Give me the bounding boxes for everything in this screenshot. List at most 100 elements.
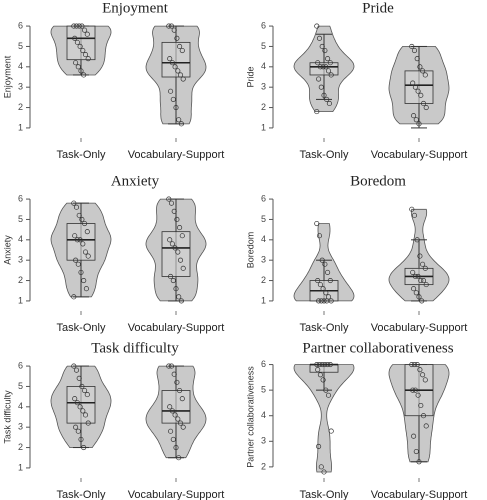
data-point <box>318 84 324 90</box>
y-tick-label: 2 <box>18 442 23 452</box>
data-point <box>168 363 175 369</box>
data-point <box>84 392 90 398</box>
data-point <box>411 362 418 368</box>
data-point <box>420 372 426 378</box>
data-point <box>327 278 333 284</box>
data-point <box>319 257 325 263</box>
data-point <box>315 60 321 66</box>
data-point <box>78 436 84 442</box>
data-point <box>79 23 85 29</box>
data-point <box>171 371 177 377</box>
data-point <box>418 402 424 409</box>
y-tick-label: 1 <box>18 462 23 472</box>
data-point <box>173 105 179 111</box>
data-point <box>316 233 323 239</box>
data-point <box>411 47 418 54</box>
data-point <box>177 420 184 426</box>
data-point <box>315 367 321 373</box>
data-point <box>71 363 77 369</box>
y-tick-label: 6 <box>261 20 266 30</box>
data-point <box>173 445 179 451</box>
data-point <box>77 404 83 410</box>
data-point <box>420 278 427 284</box>
data-point <box>416 294 422 300</box>
data-point <box>177 257 184 263</box>
data-point <box>322 362 328 368</box>
data-point <box>316 35 323 41</box>
data-point <box>414 362 420 368</box>
data-point <box>178 121 184 127</box>
y-tick-label: 5 <box>261 214 266 224</box>
data-point <box>317 372 323 378</box>
x-tick-label: Vocabulary-Support <box>128 149 225 161</box>
data-point <box>411 113 417 119</box>
y-tick-label: 5 <box>261 41 266 51</box>
data-point <box>414 56 420 62</box>
data-point <box>179 47 185 54</box>
data-point <box>314 220 320 227</box>
data-point <box>84 229 90 235</box>
data-point <box>75 64 81 70</box>
data-point <box>77 43 83 49</box>
data-point <box>82 387 88 394</box>
y-tick-label: 1 <box>18 295 23 305</box>
data-point <box>174 35 180 41</box>
data-point <box>179 396 185 402</box>
y-tick-label: 6 <box>18 20 23 30</box>
data-point <box>78 269 84 275</box>
box <box>66 25 96 61</box>
y-axis-label: Boredom <box>245 232 255 269</box>
x-tick-label: Vocabulary-Support <box>128 489 225 500</box>
data-point <box>316 443 322 449</box>
data-point <box>423 282 429 288</box>
data-point <box>167 404 173 410</box>
data-point <box>175 68 181 74</box>
y-tick-label: 6 <box>261 359 266 369</box>
data-point <box>81 278 87 284</box>
y-tick-label: 3 <box>18 422 23 432</box>
data-point <box>167 56 173 62</box>
data-point <box>420 100 427 107</box>
data-point <box>167 237 173 243</box>
data-point <box>174 216 180 222</box>
data-point <box>319 43 325 49</box>
data-point <box>314 362 320 368</box>
data-point <box>324 298 330 304</box>
x-tick-label: Vocabulary-Support <box>128 322 225 334</box>
data-point <box>170 96 176 102</box>
data-point <box>420 261 426 267</box>
data-point <box>410 80 416 86</box>
data-point <box>175 249 181 255</box>
data-point <box>423 105 429 111</box>
data-point <box>171 27 177 33</box>
data-point <box>72 396 78 402</box>
data-point <box>168 88 174 94</box>
x-tick-label: Task-Only <box>57 322 106 334</box>
data-point <box>321 469 327 475</box>
data-point <box>176 455 182 461</box>
data-point <box>316 298 322 304</box>
box <box>161 231 191 277</box>
data-point <box>317 64 323 70</box>
data-point <box>80 47 86 54</box>
y-axis-label: Enjoyment <box>2 55 12 98</box>
data-point <box>73 60 79 66</box>
data-point <box>72 35 78 41</box>
data-point <box>422 72 428 78</box>
y-tick-label: 4 <box>261 234 266 244</box>
data-point <box>169 408 175 414</box>
y-axis-label: Partner collaborativeness <box>245 366 255 468</box>
y-tick-label: 3 <box>18 82 23 92</box>
data-point <box>180 76 186 82</box>
y-tick-label: 3 <box>261 255 266 265</box>
y-tick-label: 5 <box>18 214 23 224</box>
data-point <box>71 294 77 300</box>
data-point <box>322 47 328 54</box>
data-point <box>420 68 426 74</box>
data-point <box>170 278 176 284</box>
data-point <box>412 273 418 280</box>
data-point <box>177 72 184 78</box>
y-tick-label: 4 <box>18 234 23 244</box>
data-point <box>82 249 89 255</box>
